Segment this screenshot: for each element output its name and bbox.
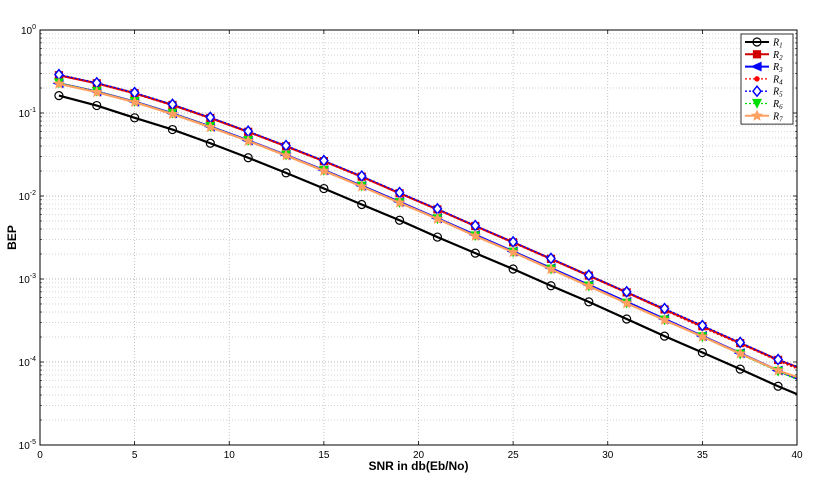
data-point-r5 bbox=[659, 302, 670, 315]
data-point-r5 bbox=[621, 285, 632, 299]
data-point-r7 bbox=[658, 313, 671, 326]
data-point-r1 bbox=[508, 264, 518, 274]
data-point-r1 bbox=[622, 314, 632, 324]
x-tick-label: 5 bbox=[132, 450, 138, 461]
legend-label-r5: R5 bbox=[772, 87, 783, 99]
series-layer bbox=[52, 68, 798, 396]
data-point-r1 bbox=[92, 100, 102, 111]
x-tick-label: 30 bbox=[602, 450, 614, 461]
data-point-r7 bbox=[507, 245, 520, 258]
data-point-r1 bbox=[281, 168, 291, 178]
legend-entry-r7: R7 bbox=[745, 109, 783, 123]
y-tick-label: 10-1 bbox=[19, 107, 36, 120]
data-point-r7 bbox=[772, 364, 785, 376]
data-point-r1 bbox=[432, 232, 443, 242]
x-tick-label: 0 bbox=[37, 450, 43, 461]
legend-label-r2: R2 bbox=[772, 50, 783, 62]
data-point-r1 bbox=[659, 331, 670, 341]
data-point-r7 bbox=[280, 149, 293, 161]
data-point-r1 bbox=[167, 124, 178, 135]
data-point-r7 bbox=[696, 330, 709, 342]
data-point-r1 bbox=[735, 364, 745, 374]
data-point-r7 bbox=[128, 95, 141, 108]
legend-marker-r3 bbox=[750, 61, 762, 72]
data-point-r1 bbox=[54, 91, 64, 101]
y-tick-label: 10-2 bbox=[19, 190, 36, 203]
x-tick-label: 10 bbox=[224, 450, 236, 461]
series-line-r1 bbox=[58, 94, 798, 396]
y-tick-label: 10-3 bbox=[19, 273, 36, 286]
legend-marker-r2 bbox=[752, 50, 762, 59]
data-point-r1 bbox=[697, 347, 707, 358]
y-axis-label: BEP bbox=[5, 225, 19, 250]
data-point-r1 bbox=[546, 281, 556, 291]
data-point-r1 bbox=[584, 297, 594, 307]
legend-label-r4: R4 bbox=[772, 74, 783, 86]
data-point-r7 bbox=[620, 296, 633, 309]
legend-entry-r5: R5 bbox=[745, 84, 783, 99]
y-tick-label: 100 bbox=[21, 24, 36, 37]
data-point-r7 bbox=[582, 279, 595, 292]
data-point-r7 bbox=[734, 347, 747, 359]
legend-marker-r1 bbox=[752, 37, 762, 47]
series-r1 bbox=[54, 91, 798, 396]
legend-entry-r4: R4 bbox=[745, 74, 783, 86]
x-tick-label: 35 bbox=[697, 450, 709, 461]
data-point-r7 bbox=[431, 212, 444, 224]
legend-marker-r7 bbox=[751, 109, 763, 121]
legend-marker-r5 bbox=[752, 84, 762, 98]
series-r7 bbox=[52, 77, 798, 379]
data-point-r7 bbox=[166, 107, 179, 120]
data-point-r1 bbox=[470, 248, 480, 258]
data-point-r1 bbox=[130, 113, 140, 123]
data-point-r1 bbox=[205, 138, 215, 148]
data-point-r7 bbox=[52, 77, 65, 89]
legend-entry-r1: R1 bbox=[745, 37, 783, 50]
legend-entry-r3: R3 bbox=[745, 61, 783, 74]
data-point-r7 bbox=[355, 180, 368, 192]
legend-label-r1: R1 bbox=[772, 38, 783, 50]
data-point-r7 bbox=[469, 229, 482, 242]
legend-label-r3: R3 bbox=[772, 62, 783, 74]
data-point-r7 bbox=[90, 85, 103, 98]
grid-lines bbox=[40, 30, 797, 445]
x-tick-label: 15 bbox=[318, 450, 330, 461]
data-point-r7 bbox=[317, 164, 330, 176]
data-point-r7 bbox=[544, 262, 557, 275]
legend-label-r7: R7 bbox=[772, 111, 783, 123]
x-tick-label: 25 bbox=[508, 450, 520, 461]
x-tick-label: 40 bbox=[791, 450, 803, 461]
data-point-r1 bbox=[394, 215, 405, 225]
legend-label-r6: R6 bbox=[772, 99, 783, 111]
data-point-r1 bbox=[319, 183, 329, 194]
series-line-r4 bbox=[58, 74, 798, 370]
data-point-r1 bbox=[357, 199, 367, 210]
y-tick-label: 10-4 bbox=[19, 356, 36, 369]
x-axis-label: SNR in db(Eb/No) bbox=[369, 459, 469, 473]
x-tick-label: 20 bbox=[413, 450, 425, 461]
axis-ticks: 0 5 10 15 20 25 30 35 40 100 10-1 10-2 10-3 10-4 10-5 bbox=[19, 24, 803, 461]
data-point-r7 bbox=[204, 120, 217, 133]
data-point-r1 bbox=[773, 381, 783, 391]
data-point-r1 bbox=[243, 153, 253, 163]
legend-marker-r4 bbox=[754, 76, 760, 82]
data-point-r7 bbox=[242, 134, 255, 147]
y-tick-label: 10-5 bbox=[19, 439, 36, 452]
legend-marker-r6 bbox=[752, 98, 762, 109]
legend-entry-r2: R2 bbox=[745, 50, 783, 62]
legend-entry-r6: R6 bbox=[745, 98, 783, 111]
data-point-r7 bbox=[393, 196, 406, 208]
